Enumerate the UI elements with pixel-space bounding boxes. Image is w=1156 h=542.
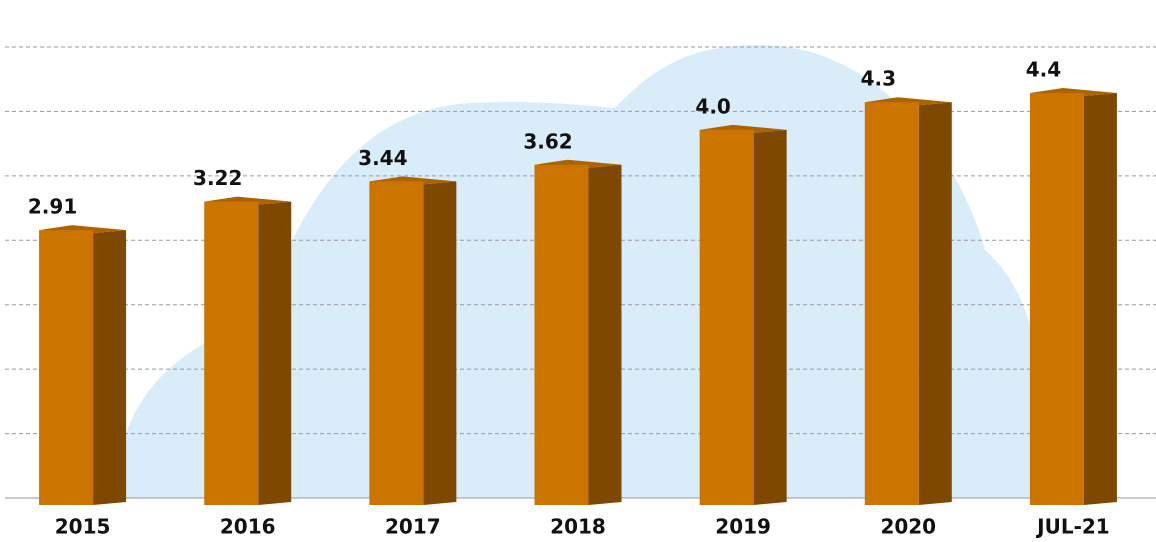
value-label: 2.91	[28, 195, 77, 219]
bar-side	[588, 164, 622, 505]
x-tick-label: 2020	[880, 515, 936, 539]
value-label: 4.3	[861, 67, 896, 91]
bar-side	[93, 230, 127, 505]
bar	[204, 201, 259, 505]
bar	[369, 181, 424, 506]
value-label: 4.0	[695, 94, 730, 118]
x-tick-label: 2017	[385, 515, 441, 539]
x-tick-label: 2015	[55, 515, 111, 539]
bar-side	[258, 201, 292, 505]
value-label: 3.62	[523, 129, 572, 153]
value-label: 3.44	[358, 146, 407, 170]
value-label: 3.22	[193, 166, 242, 190]
bar	[39, 230, 94, 505]
bar-side	[1083, 93, 1117, 505]
x-tick-label: 2016	[220, 515, 276, 539]
bar-side	[753, 129, 787, 505]
x-tick-label: 2019	[715, 515, 771, 539]
bar	[1029, 93, 1084, 505]
bar	[699, 129, 754, 505]
bar-side	[918, 102, 952, 505]
x-tick-label: JUL-21	[1035, 515, 1110, 539]
bar-side	[423, 181, 457, 506]
bar	[534, 164, 589, 505]
bar	[864, 102, 919, 505]
value-label: 4.4	[1026, 58, 1061, 82]
x-tick-label: 2018	[550, 515, 606, 539]
